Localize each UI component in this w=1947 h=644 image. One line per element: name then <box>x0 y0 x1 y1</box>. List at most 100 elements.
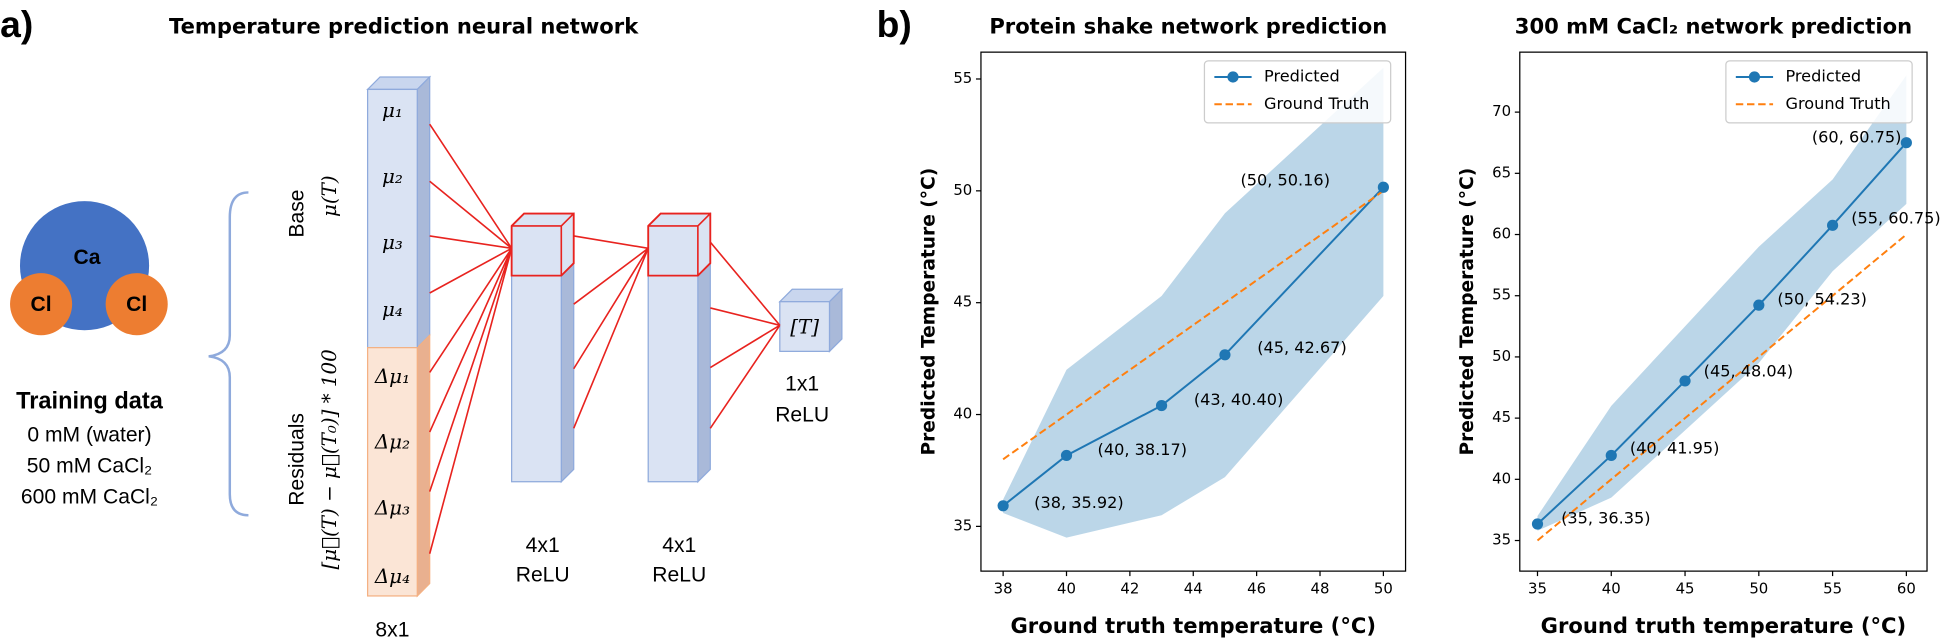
input-label: μ₄ <box>382 298 403 321</box>
output-label: [T] <box>790 315 819 338</box>
training-item: 0 mM (water) <box>27 423 151 446</box>
diagram-title: Temperature prediction neural network <box>169 13 639 38</box>
residuals-formula: [μ⃗(T) − μ⃗(T₀)] * 100 <box>318 349 341 569</box>
x-tick-label: 38 <box>994 580 1013 598</box>
input-label: Δμ₂ <box>374 431 410 454</box>
x-tick-label: 35 <box>1528 580 1547 598</box>
data-point <box>1060 449 1073 462</box>
panel-label: b) <box>877 3 912 45</box>
input-base <box>366 88 418 349</box>
y-tick-label: 35 <box>1492 531 1511 549</box>
node-edge <box>648 212 711 276</box>
x-tick-label: 50 <box>1374 580 1393 598</box>
chart-title: Protein shake network prediction <box>989 13 1387 38</box>
cl-atom <box>10 273 73 336</box>
layer-size: 8x1 <box>375 618 409 641</box>
y-tick-label: 45 <box>953 293 972 311</box>
series-line <box>1536 233 1907 542</box>
y-tick-label: 65 <box>1492 163 1511 181</box>
chart: Protein shake network prediction Ground t… <box>918 13 1407 638</box>
atom-label: Ca <box>74 246 101 269</box>
y-tick-label: 70 <box>1492 102 1511 120</box>
x-axis-label: Ground truth temperature (°C) <box>1010 613 1376 638</box>
legend-label: Ground Truth <box>1264 94 1369 113</box>
data-point <box>1679 375 1691 387</box>
panel-label: a) <box>0 3 33 45</box>
layer-activation: ReLU <box>775 404 829 427</box>
axes-frame <box>1519 51 1928 572</box>
y-tick-label: 55 <box>953 69 972 87</box>
base-label: Base <box>286 190 309 238</box>
atom-label: Cl <box>126 293 147 316</box>
base-formula: μ(T) <box>318 175 341 217</box>
point-annotation: (38, 35.92) <box>1034 493 1124 512</box>
x-tick-label: 48 <box>1311 580 1330 598</box>
input-label: Δμ₄ <box>374 565 410 588</box>
training-item: 50 mM CaCl₂ <box>27 454 152 477</box>
layer-size: 1x1 <box>785 372 819 395</box>
y-tick-label: 60 <box>1492 225 1511 243</box>
input-label: Δμ₃ <box>374 497 410 520</box>
input-label: μ₁ <box>382 99 403 122</box>
x-tick-label: 45 <box>1676 580 1695 598</box>
point-annotation: (45, 42.67) <box>1257 338 1347 357</box>
confidence-band <box>1537 75 1907 531</box>
point-annotation: (43, 40.40) <box>1194 390 1284 409</box>
y-axis-label: Predicted Temperature (°C) <box>918 168 939 456</box>
layer-activation: ReLU <box>652 564 706 587</box>
chart-title: 300 mM CaCl₂ network prediction <box>1515 13 1912 38</box>
y-tick-label: 40 <box>1492 469 1511 487</box>
data-point <box>1900 137 1912 149</box>
data-point <box>1827 219 1839 231</box>
training-title: Training data <box>16 388 164 414</box>
data-point <box>1377 181 1389 193</box>
point-annotation: (35, 36.35) <box>1561 509 1651 528</box>
training-item: 600 mM CaCl₂ <box>21 485 158 508</box>
point-annotation: (45, 48.04) <box>1704 362 1794 381</box>
x-tick-label: 55 <box>1823 580 1842 598</box>
legend-marker <box>1227 71 1239 83</box>
point-annotation: (55, 60.75) <box>1851 209 1941 228</box>
layer-activation: ReLU <box>516 564 570 587</box>
brace <box>208 191 249 517</box>
atom-label: Cl <box>31 293 52 316</box>
point-annotation: (60, 60.75) <box>1812 127 1902 146</box>
residuals-label: Residuals <box>286 413 309 506</box>
legend-label: Ground Truth <box>1785 94 1890 113</box>
x-tick-label: 50 <box>1749 580 1768 598</box>
legend-label: Predicted <box>1785 66 1861 85</box>
node-edge <box>511 212 575 276</box>
network-diagram: a) Temperature prediction neural network… <box>0 3 844 641</box>
series-line <box>1002 190 1384 461</box>
x-tick-label: 46 <box>1247 580 1266 598</box>
y-tick-label: 50 <box>953 181 972 199</box>
data-point <box>1531 518 1544 530</box>
data-point <box>1219 349 1231 361</box>
x-tick-label: 40 <box>1057 580 1076 598</box>
input-residuals <box>366 347 418 597</box>
y-tick-label: 50 <box>1492 347 1511 365</box>
x-tick-label: 44 <box>1184 580 1203 598</box>
chart: 300 mM CaCl₂ network prediction Ground tr… <box>1457 13 1941 638</box>
layer-size: 4x1 <box>526 534 560 557</box>
data-point <box>997 500 1009 512</box>
point-annotation: (40, 38.17) <box>1098 440 1188 459</box>
y-tick-label: 40 <box>953 405 972 423</box>
input-label: μ₂ <box>382 165 403 188</box>
legend-marker <box>1748 71 1761 83</box>
y-tick-label: 55 <box>1492 286 1511 304</box>
input-label: μ₃ <box>382 231 403 254</box>
input-label: Δμ₁ <box>374 365 410 388</box>
y-axis-label: Predicted Temperature (°C) <box>1457 168 1478 456</box>
point-annotation: (40, 41.95) <box>1630 439 1720 458</box>
output-node <box>779 301 831 352</box>
active-node <box>510 212 575 277</box>
point-annotation: (50, 50.16) <box>1240 171 1330 190</box>
active-node <box>647 212 712 277</box>
data-point <box>1155 399 1168 412</box>
cl-atom <box>105 273 168 336</box>
x-tick-label: 60 <box>1897 580 1916 598</box>
point-annotation: (50, 54.23) <box>1777 290 1867 309</box>
data-point <box>1605 449 1617 462</box>
